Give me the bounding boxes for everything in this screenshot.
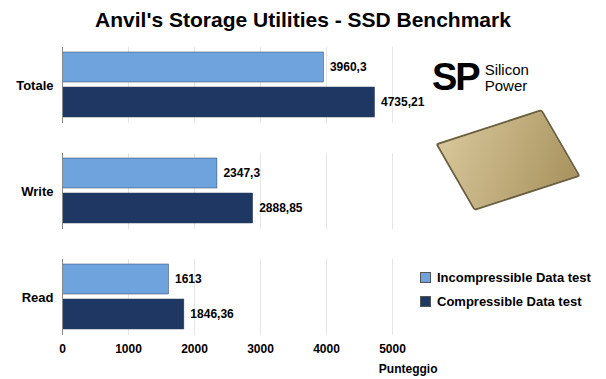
svg-text:4735,21: 4735,21 [381,95,425,109]
svg-text:Punteggio: Punteggio [379,362,438,376]
html-text:Anvil's Storage Utilities - SS: Anvil's Storage Utilities - SSD Benchmar… [95,8,511,31]
html-text:Silicon Power: Silicon Power [484,60,529,94]
svg-text:5000: 5000 [379,342,406,356]
svg-text:2000: 2000 [181,342,208,356]
svg-text:1000: 1000 [115,342,142,356]
svg-text:0: 0 [59,342,66,356]
svg-text:1846,36: 1846,36 [190,307,234,321]
svg-text:Totale: Totale [16,78,53,93]
svg-text:3000: 3000 [247,342,274,356]
html-text:Compressible Data test: Compressible Data test [437,294,582,309]
html-text:Incompressible Data test: Incompressible Data test [437,270,591,285]
svg-text:2888,85: 2888,85 [259,201,303,215]
svg-text:2347,3: 2347,3 [223,166,260,180]
html-text:SP: SP [432,56,479,98]
svg-text:4000: 4000 [313,342,340,356]
svg-text:3960,3: 3960,3 [330,60,367,74]
svg-text:1613: 1613 [175,272,202,286]
svg-text:Write: Write [21,184,53,199]
svg-text:Read: Read [22,290,54,305]
